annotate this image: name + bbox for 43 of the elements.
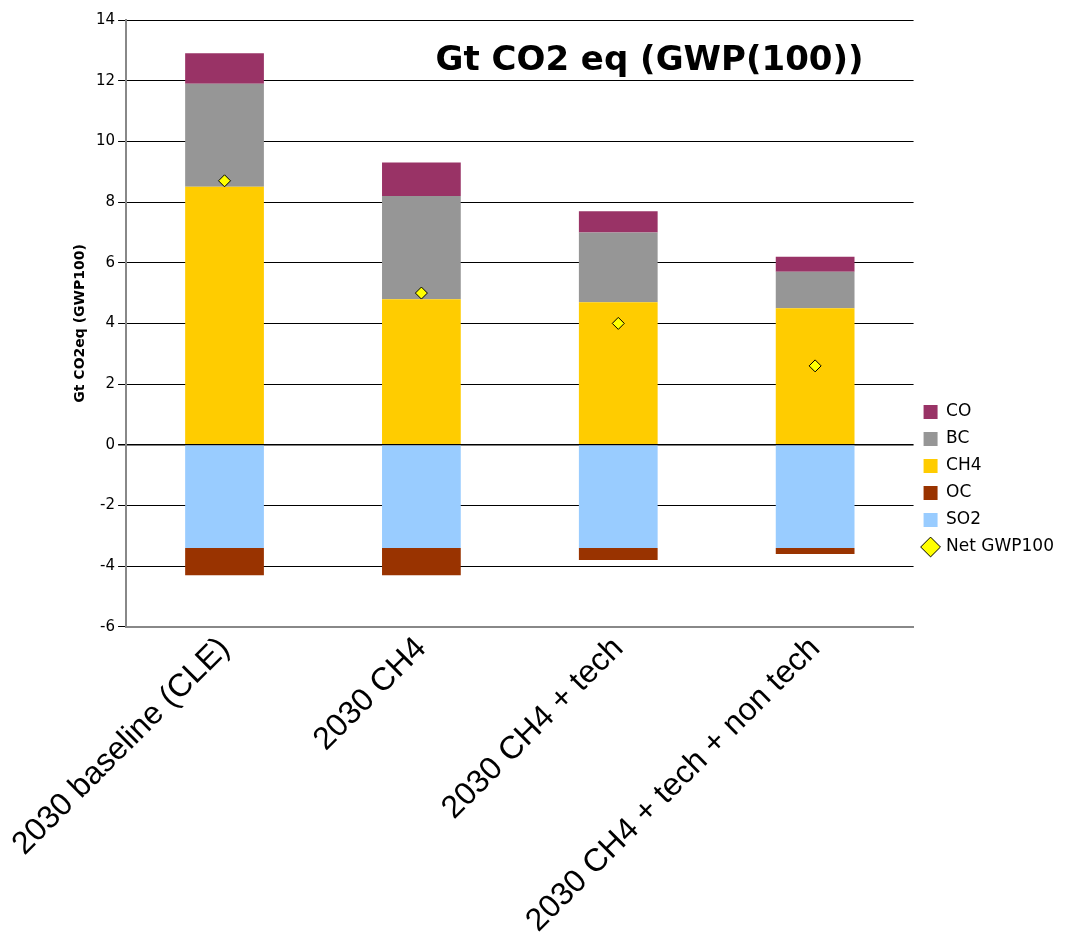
bar xyxy=(185,83,264,187)
bar xyxy=(775,445,855,548)
bar xyxy=(775,256,855,272)
legend-label: Net GWP100 xyxy=(946,535,1055,556)
bar xyxy=(578,211,658,233)
legend-label: BC xyxy=(946,427,970,448)
y-tick-label: 2 xyxy=(105,373,116,392)
y-tick-label: -6 xyxy=(100,616,116,635)
bar xyxy=(775,547,855,554)
bar xyxy=(775,271,855,309)
legend-label: CH4 xyxy=(946,454,982,475)
bar xyxy=(185,547,264,576)
bar xyxy=(382,299,461,445)
bar xyxy=(578,547,658,561)
y-tick-label: 4 xyxy=(105,313,116,332)
y-tick-label: -4 xyxy=(100,556,116,575)
point xyxy=(218,174,232,188)
y-tick-label: 10 xyxy=(95,131,116,150)
bar xyxy=(775,308,855,445)
bar xyxy=(578,445,658,548)
y-tick-label: 6 xyxy=(105,252,116,271)
y-tick-label: 12 xyxy=(95,70,116,89)
legend-label: CO xyxy=(946,400,972,421)
bar xyxy=(382,162,461,196)
bar xyxy=(382,445,461,548)
point xyxy=(808,359,822,373)
text: Gt CO2 eq (GWP(100)) xyxy=(435,37,864,78)
y-tick-label: 14 xyxy=(95,9,116,28)
bar xyxy=(382,195,461,300)
bar xyxy=(578,302,658,445)
bar xyxy=(185,53,264,84)
bar xyxy=(382,547,461,576)
legend-label: SO2 xyxy=(946,508,982,529)
y-tick-label: 0 xyxy=(105,434,116,453)
point xyxy=(414,286,428,300)
bar xyxy=(185,186,264,445)
y-tick-label: 8 xyxy=(105,191,116,210)
point xyxy=(611,316,625,330)
bar xyxy=(578,232,658,303)
y-axis-title: Gt CO2eq (GWP100) xyxy=(71,244,88,403)
bar xyxy=(185,445,264,548)
legend-label: OC xyxy=(946,481,972,502)
y-tick-label: -2 xyxy=(100,495,116,514)
